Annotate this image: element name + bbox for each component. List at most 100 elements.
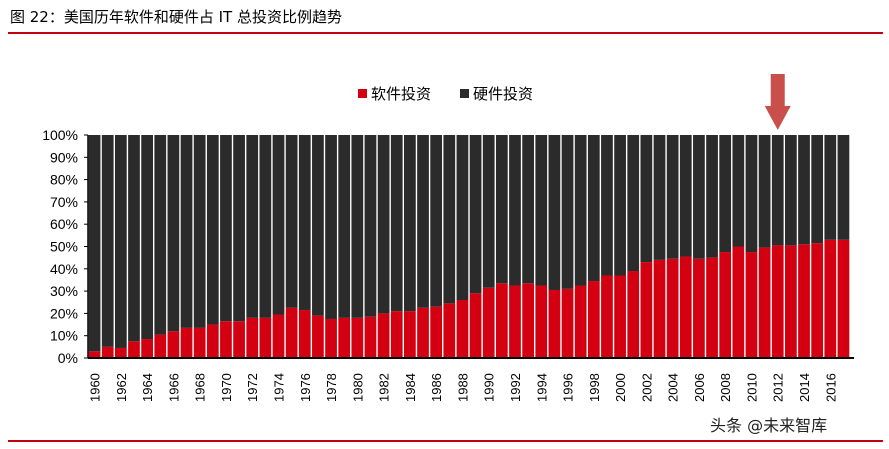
x-tick-label: 1972: [245, 373, 260, 402]
x-tick-label: 2014: [797, 373, 812, 402]
x-tick-label: 1986: [429, 373, 444, 402]
hardware-bar-1983: [390, 135, 403, 312]
hardware-bar-1971: [233, 135, 245, 322]
software-bar-1990: [482, 287, 495, 358]
hardware-bar-2008: [719, 135, 732, 253]
software-bar-1970: [220, 321, 232, 358]
x-tick-label: 1998: [587, 373, 602, 402]
software-bar-1966: [167, 331, 180, 358]
hardware-bar-1960: [88, 135, 101, 352]
hardware-bar-2010: [745, 135, 758, 253]
y-tick-label: 50%: [50, 239, 78, 255]
x-tick-label: 1990: [482, 373, 497, 402]
software-bar-1973: [259, 317, 272, 358]
hardware-bar-1972: [246, 135, 259, 318]
software-bar-1998: [587, 281, 600, 358]
software-bar-2016: [824, 239, 837, 358]
y-tick-label: 60%: [50, 216, 78, 232]
hardware-bar-1997: [574, 135, 587, 286]
x-tick-label: 1960: [88, 373, 103, 402]
software-bar-1967: [180, 327, 193, 358]
hardware-bar-2013: [785, 135, 797, 246]
hardware-bar-2017: [837, 135, 850, 240]
hardware-bar-1990: [482, 135, 495, 288]
software-bar-1985: [417, 307, 429, 358]
hardware-bar-2000: [614, 135, 626, 276]
y-tick-label: 20%: [50, 305, 78, 321]
software-bar-1962: [114, 347, 127, 358]
hardware-bar-1963: [128, 135, 140, 342]
hardware-bar-1995: [548, 135, 561, 290]
hardware-bar-1998: [587, 135, 600, 282]
down-arrow-icon: [764, 74, 791, 130]
software-bar-1977: [312, 315, 324, 358]
hardware-bar-2016: [824, 135, 837, 240]
hardware-bar-1980: [351, 135, 364, 318]
hardware-bar-1987: [443, 135, 456, 304]
software-bar-1987: [443, 303, 456, 358]
x-tick-label: 1978: [324, 373, 339, 402]
y-tick-label: 40%: [50, 261, 78, 277]
hardware-bar-1967: [180, 135, 193, 328]
x-tick-label: 1984: [403, 373, 418, 402]
x-tick-label: 2012: [771, 373, 786, 402]
software-bar-1994: [535, 285, 548, 358]
hardware-bar-2001: [627, 135, 640, 272]
hardware-bar-1964: [141, 135, 153, 340]
legend-label-0: 软件投资: [371, 85, 431, 103]
x-tick-label: 2002: [639, 373, 654, 402]
software-bar-2002: [640, 262, 653, 358]
hardware-bar-2011: [758, 135, 771, 248]
hardware-bar-1993: [522, 135, 534, 284]
hardware-bar-1969: [206, 135, 219, 325]
x-tick-label: 1962: [114, 373, 129, 402]
software-bar-1963: [128, 341, 140, 358]
hardware-bar-1965: [154, 135, 167, 335]
software-bar-1989: [469, 293, 482, 358]
legend-swatch-1: [460, 89, 469, 98]
software-bar-2001: [627, 271, 640, 358]
x-tick-label: 1994: [534, 373, 549, 402]
hardware-bar-1968: [193, 135, 206, 328]
hardware-bar-1966: [167, 135, 180, 332]
software-bar-1978: [325, 318, 337, 358]
software-bar-1961: [101, 346, 114, 358]
software-bar-1975: [285, 307, 298, 358]
software-bar-2009: [732, 246, 745, 358]
software-bar-2003: [653, 259, 666, 358]
software-bar-1964: [141, 339, 153, 358]
software-bar-2012: [771, 245, 784, 358]
software-bar-2007: [706, 257, 718, 358]
hardware-bar-1982: [377, 135, 390, 314]
hardware-bar-2012: [771, 135, 784, 246]
hardware-bar-1988: [456, 135, 469, 301]
software-bar-1984: [404, 311, 416, 358]
legend-swatch-0: [358, 89, 367, 98]
hardware-bar-1979: [338, 135, 351, 318]
software-bar-1992: [509, 285, 521, 358]
x-tick-label: 1964: [140, 373, 155, 402]
software-bar-1999: [601, 275, 613, 358]
software-bar-1972: [246, 317, 259, 358]
hardware-bar-2003: [653, 135, 666, 260]
y-tick-label: 10%: [50, 328, 78, 344]
hardware-bar-1975: [285, 135, 298, 308]
software-bar-1991: [495, 283, 508, 358]
y-tick-label: 90%: [50, 149, 78, 165]
software-bar-1965: [154, 334, 167, 358]
x-tick-label: 1980: [350, 373, 365, 402]
software-bar-1976: [298, 310, 311, 358]
hardware-bar-1970: [220, 135, 232, 322]
hardware-bar-1981: [364, 135, 377, 317]
x-tick-label: 1976: [298, 373, 313, 402]
software-bar-2010: [745, 252, 758, 358]
x-tick-label: 1982: [377, 373, 392, 402]
software-bar-2014: [798, 244, 810, 358]
hardware-bar-1989: [469, 135, 482, 294]
y-tick-label: 70%: [50, 194, 78, 210]
hardware-bar-2006: [693, 135, 705, 259]
x-tick-label: 1966: [166, 373, 181, 402]
software-bar-1997: [574, 285, 587, 358]
software-bar-1974: [272, 314, 285, 358]
